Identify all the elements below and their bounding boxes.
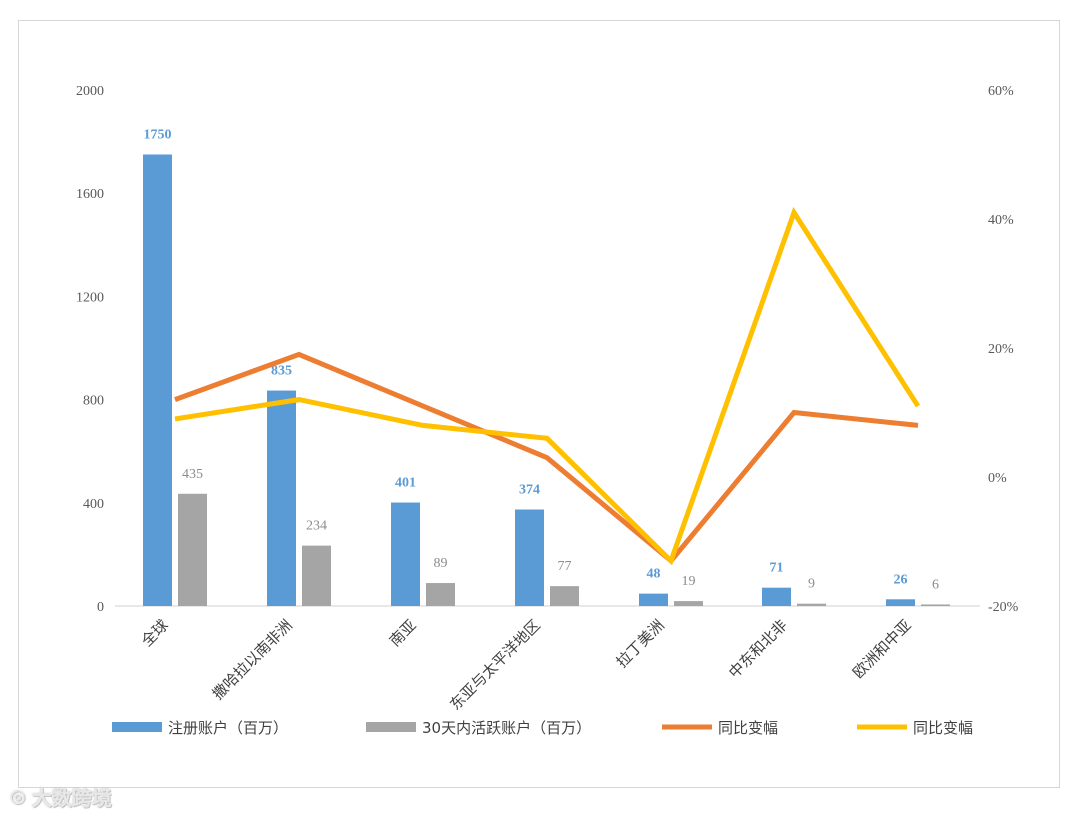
bar-data-label: 77: [558, 559, 572, 574]
legend-label: 同比变幅: [913, 719, 973, 737]
bar: [550, 586, 579, 606]
category-label: 撒哈拉以南非洲: [209, 616, 296, 703]
category-label: 南亚: [386, 616, 420, 650]
bar: [178, 493, 207, 606]
legend-label: 注册账户（百万）: [168, 719, 288, 737]
bar-data-label: 9: [808, 577, 815, 592]
legend-label: 30天内活跃账户（百万）: [422, 719, 591, 737]
bar-data-label: 19: [682, 574, 696, 589]
category-label: 东亚与太平洋地区: [446, 616, 544, 714]
left-tick-label: 400: [83, 497, 104, 512]
category-label: 中东和北非: [725, 616, 791, 682]
bar-data-label: 89: [434, 556, 448, 571]
chart-frame: [18, 20, 1060, 788]
bar-data-label: 374: [519, 483, 540, 498]
bar-data-label: 71: [770, 561, 784, 576]
bar: [797, 603, 826, 606]
left-tick-label: 2000: [76, 84, 104, 99]
right-tick-label: 40%: [988, 213, 1014, 228]
right-tick-label: 0%: [988, 471, 1007, 486]
bar-data-label: 435: [182, 467, 203, 482]
bar-data-label: 6: [932, 577, 939, 592]
bar: [886, 599, 915, 606]
bar: [302, 545, 331, 606]
left-tick-label: 1600: [76, 187, 104, 202]
bar: [515, 509, 544, 606]
watermark-text: 大数跨境: [31, 786, 112, 810]
bar-data-label: 26: [894, 572, 908, 587]
right-tick-label: 20%: [988, 342, 1014, 357]
bar: [762, 587, 791, 606]
bar: [921, 604, 950, 606]
bar: [639, 593, 668, 606]
right-tick-label: -20%: [988, 600, 1019, 615]
bar-data-label: 401: [395, 476, 416, 491]
right-tick-label: 60%: [988, 84, 1014, 99]
category-label: 欧洲和中亚: [849, 616, 915, 682]
left-tick-label: 1200: [76, 290, 104, 305]
bar-data-label: 48: [647, 567, 661, 582]
left-tick-label: 800: [83, 394, 104, 409]
bar: [267, 390, 296, 606]
bar-data-label: 1750: [144, 128, 172, 143]
category-label: 全球: [138, 616, 172, 650]
legend-swatch: [366, 722, 416, 732]
bar: [143, 154, 172, 606]
left-tick-label: 0: [97, 600, 104, 615]
legend-label: 同比变幅: [718, 719, 778, 737]
watermark: ◎ 大数跨境: [10, 782, 112, 811]
bar-data-label: 234: [306, 519, 327, 534]
series-line: [174, 351, 919, 565]
bar: [426, 583, 455, 606]
bar-data-label: 835: [271, 364, 292, 379]
bar: [391, 502, 420, 606]
bar: [674, 601, 703, 606]
legend-swatch: [112, 722, 162, 732]
series-line: [174, 206, 921, 566]
weibo-icon: ◎: [10, 786, 26, 807]
category-label: 拉丁美洲: [613, 616, 668, 671]
